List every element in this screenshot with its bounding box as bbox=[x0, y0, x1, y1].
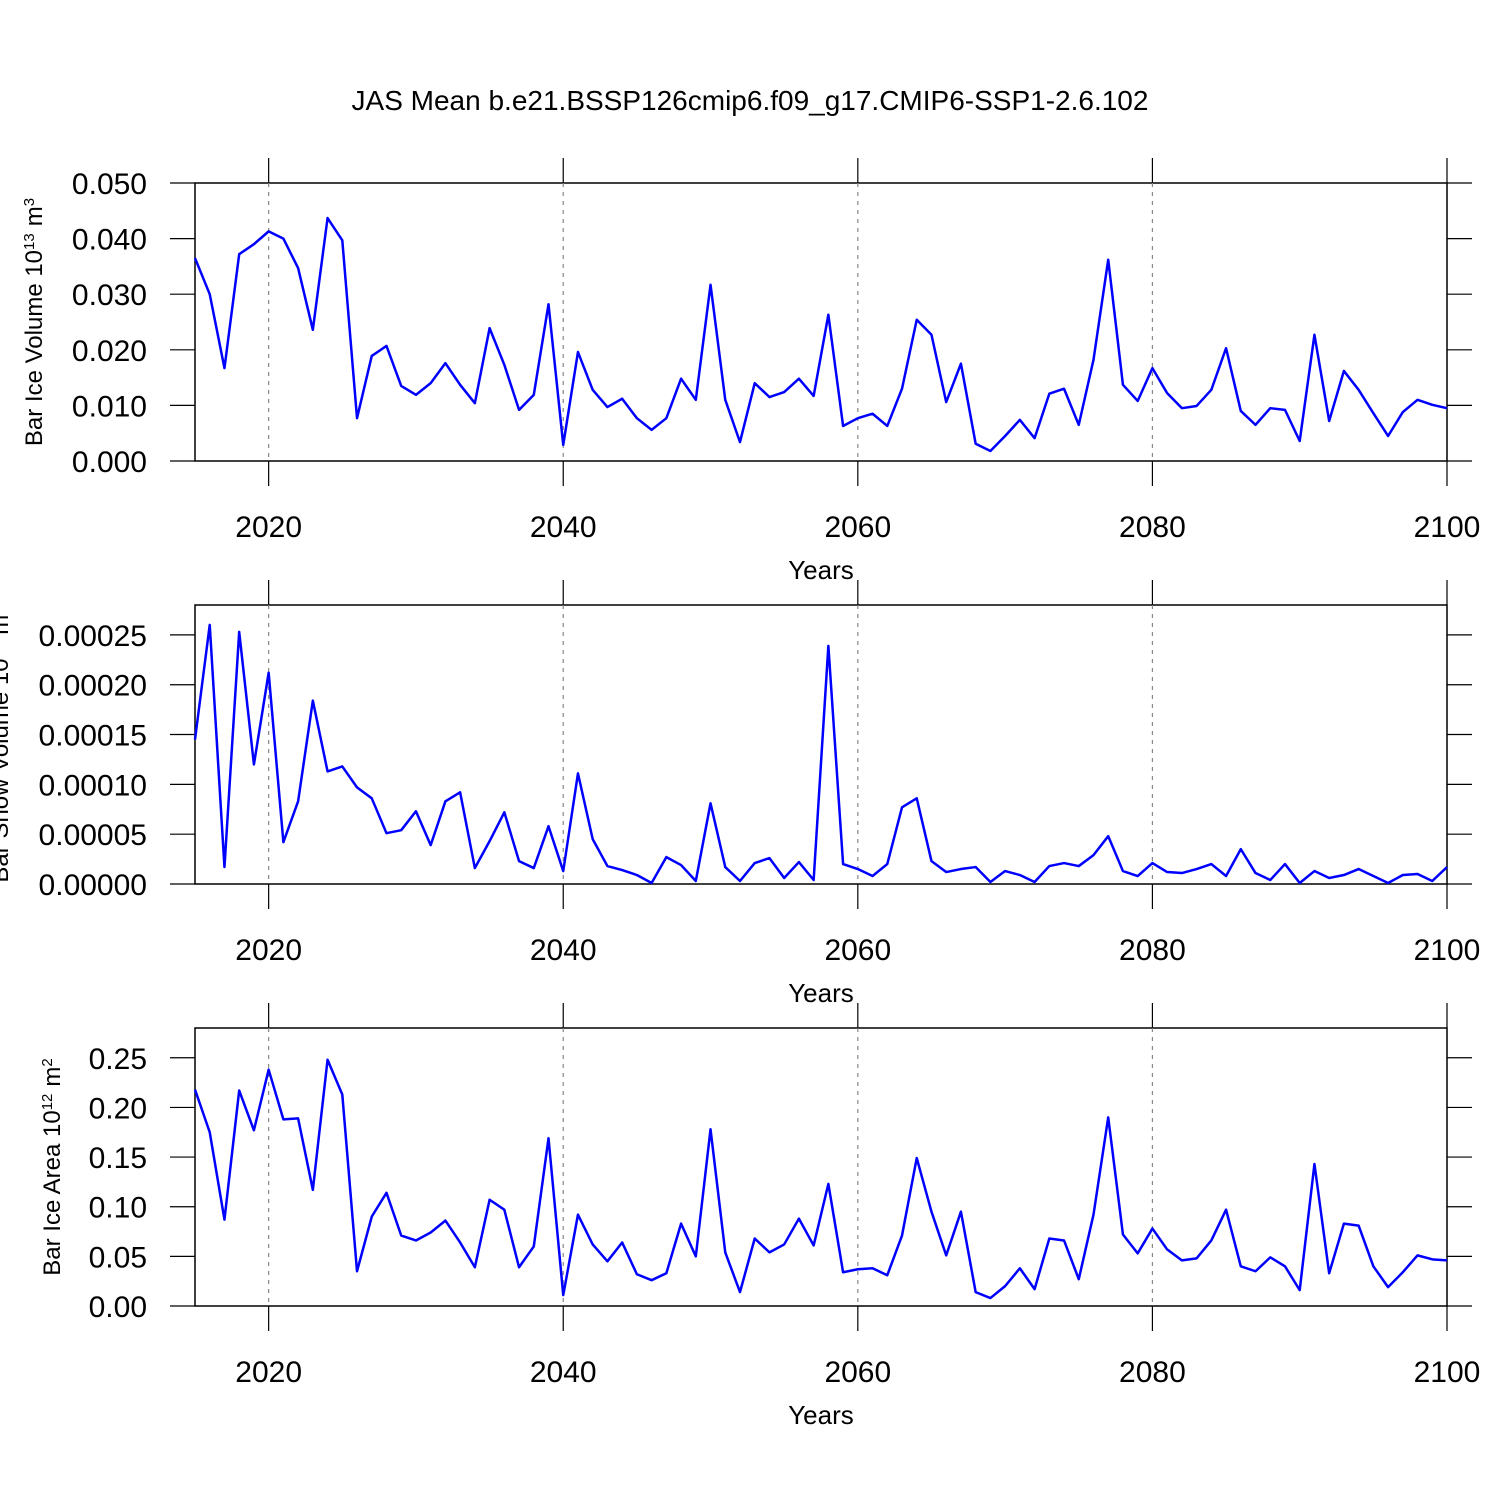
x-tick-label: 2020 bbox=[235, 511, 302, 544]
y-axis-title-exponent: 13 bbox=[0, 642, 4, 659]
data-line bbox=[193, 1058, 1448, 1300]
y-tick-label: 0.050 bbox=[72, 168, 147, 201]
y-axis-title-part: m bbox=[39, 1067, 66, 1087]
x-tick-label: 2040 bbox=[530, 1356, 597, 1389]
y-tick-label: 0.040 bbox=[72, 224, 147, 257]
data-line bbox=[193, 216, 1448, 453]
y-tick-label: 0.00025 bbox=[39, 620, 147, 653]
x-tick-label: 2060 bbox=[824, 934, 891, 967]
plot-frame bbox=[194, 604, 1448, 885]
y-axis-title: Bar Snow Volume 1013 m3 bbox=[0, 606, 14, 882]
x-tick-label: 2020 bbox=[235, 934, 302, 967]
y-axis-title-part: m bbox=[21, 206, 48, 226]
y-tick-label: 0.00015 bbox=[39, 720, 147, 753]
x-axis-title: Years bbox=[788, 1400, 854, 1430]
x-tick-label: 2060 bbox=[824, 511, 891, 544]
y-tick-label: 0.00 bbox=[89, 1291, 147, 1324]
x-axis-title: Years bbox=[788, 555, 854, 585]
y-axis-title-exponent: 13 bbox=[21, 233, 38, 250]
plot-frame bbox=[194, 182, 1448, 462]
y-tick-label: 0.05 bbox=[89, 1241, 147, 1274]
y-axis-title: Bar Ice Area 1012 m2 bbox=[39, 1058, 67, 1275]
x-tick-label: 2020 bbox=[235, 1356, 302, 1389]
x-tick-label: 2060 bbox=[824, 1356, 891, 1389]
y-axis-title-part: Bar Ice Area 10 bbox=[39, 1110, 66, 1275]
x-tick-label: 2100 bbox=[1414, 1356, 1481, 1389]
y-tick-label: 0.15 bbox=[89, 1142, 147, 1175]
x-tick-label: 2040 bbox=[530, 511, 597, 544]
y-tick-label: 0.00005 bbox=[39, 819, 147, 852]
y-axis-title-exponent: 3 bbox=[21, 198, 38, 206]
y-tick-label: 0.020 bbox=[72, 335, 147, 368]
x-tick-label: 2040 bbox=[530, 934, 597, 967]
y-axis-title-exponent: 3 bbox=[0, 606, 4, 614]
x-tick-label: 2100 bbox=[1414, 511, 1481, 544]
x-tick-label: 2080 bbox=[1119, 934, 1186, 967]
data-line bbox=[193, 623, 1448, 885]
y-tick-label: 0.10 bbox=[89, 1192, 147, 1225]
y-axis-title-part: Bar Ice Volume 10 bbox=[21, 250, 48, 446]
y-tick-label: 0.20 bbox=[89, 1092, 147, 1125]
y-tick-label: 0.25 bbox=[89, 1043, 147, 1076]
y-tick-label: 0.00020 bbox=[39, 670, 147, 703]
x-tick-label: 2080 bbox=[1119, 1356, 1186, 1389]
y-axis-title-part: m bbox=[0, 615, 14, 635]
y-axis-title: Bar Ice Volume 1013 m3 bbox=[21, 198, 49, 446]
x-axis-title: Years bbox=[788, 978, 854, 1008]
y-tick-label: 0.010 bbox=[72, 390, 147, 423]
y-tick-label: 0.00010 bbox=[39, 769, 147, 802]
x-tick-label: 2080 bbox=[1119, 511, 1186, 544]
y-axis-title-part: Bar Snow Volume 10 bbox=[0, 658, 14, 882]
y-axis-title-exponent: 2 bbox=[39, 1058, 56, 1066]
plot-frame bbox=[194, 1027, 1448, 1307]
chart-title: JAS Mean b.e21.BSSP126cmip6.f09_g17.CMIP… bbox=[352, 85, 1149, 116]
y-tick-label: 0.000 bbox=[72, 446, 147, 479]
x-tick-label: 2100 bbox=[1414, 934, 1481, 967]
y-tick-label: 0.00000 bbox=[39, 869, 147, 902]
y-axis-title-exponent: 12 bbox=[39, 1094, 56, 1111]
y-tick-label: 0.030 bbox=[72, 279, 147, 312]
